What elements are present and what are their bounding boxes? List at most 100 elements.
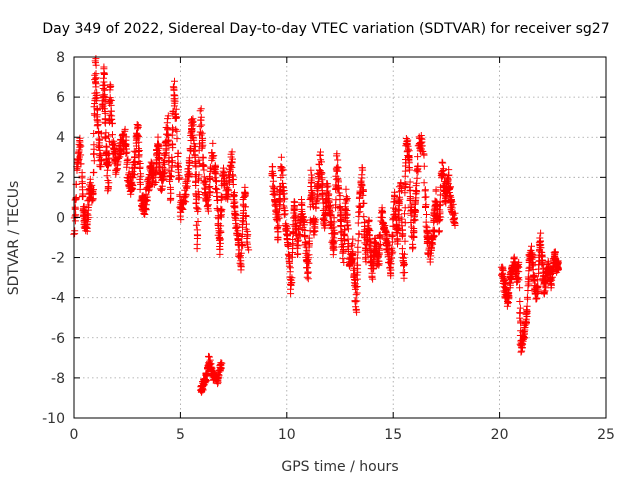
chart-title: Day 349 of 2022, Sidereal Day-to-day VTE… (42, 21, 609, 37)
data-point (137, 170, 144, 178)
data-point (378, 214, 386, 222)
data-point (295, 230, 303, 238)
data-point (228, 163, 236, 171)
data-point (214, 378, 222, 386)
data-point (202, 190, 210, 198)
data-point (135, 148, 143, 155)
data-point (375, 232, 383, 239)
data-point (197, 131, 205, 139)
data-point (352, 291, 360, 299)
data-point (79, 186, 86, 194)
data-point (202, 377, 210, 384)
data-point (499, 263, 507, 271)
data-point (360, 199, 368, 207)
data-point (393, 221, 401, 229)
data-point (395, 197, 403, 205)
data-point (337, 223, 345, 231)
data-point (154, 141, 162, 149)
data-point (516, 284, 524, 292)
data-point (172, 125, 180, 133)
data-point (299, 223, 307, 231)
data-point (340, 259, 348, 266)
data-point (510, 254, 518, 262)
data-point (360, 187, 367, 195)
data-point (174, 153, 182, 160)
data-point (294, 250, 302, 258)
data-point (407, 209, 415, 217)
data-point (334, 156, 342, 164)
data-point (341, 237, 349, 244)
data-point (284, 243, 292, 250)
data-point (298, 199, 306, 207)
data-point (237, 263, 245, 271)
data-point (88, 181, 96, 189)
data-point (324, 204, 332, 211)
data-point (298, 208, 306, 215)
data-point (375, 261, 383, 269)
data-point (430, 226, 438, 234)
data-point (386, 255, 394, 263)
data-point (515, 263, 522, 271)
data-point (530, 277, 538, 285)
data-point (100, 70, 108, 77)
data-point (210, 152, 218, 160)
data-point (90, 150, 97, 158)
data-point (198, 121, 206, 129)
data-point (234, 237, 242, 244)
data-point (307, 183, 315, 190)
data-point (194, 207, 202, 215)
data-point (334, 164, 342, 172)
data-point (436, 191, 444, 199)
data-point (540, 290, 548, 298)
y-tick-label: 8 (56, 50, 65, 66)
data-point (113, 166, 121, 174)
data-point (161, 165, 169, 173)
data-point (404, 145, 412, 153)
data-point (131, 160, 139, 168)
data-point (217, 205, 225, 213)
data-point (348, 242, 356, 250)
data-point (449, 210, 457, 218)
data-point (406, 178, 414, 186)
data-point (311, 220, 319, 228)
data-point (192, 221, 200, 229)
data-point (217, 365, 225, 373)
data-point (152, 178, 160, 186)
data-points (70, 55, 562, 396)
data-point (300, 217, 308, 225)
data-point (158, 182, 166, 190)
data-point (217, 213, 225, 221)
data-point (125, 169, 133, 177)
data-point (355, 194, 363, 202)
data-point (422, 222, 430, 230)
data-point (395, 201, 403, 209)
data-point (167, 189, 175, 197)
data-point (285, 262, 293, 270)
data-point (323, 183, 331, 191)
data-point (279, 180, 287, 187)
data-point (288, 274, 296, 282)
data-point (166, 183, 174, 191)
data-point (278, 164, 286, 172)
data-point (178, 199, 186, 207)
data-point (193, 204, 201, 212)
data-point (205, 353, 213, 361)
data-point (79, 192, 87, 200)
data-point (284, 232, 291, 240)
data-point (304, 275, 312, 283)
data-point (109, 131, 116, 139)
data-point (275, 222, 283, 230)
data-point (330, 223, 338, 231)
data-point (169, 126, 177, 134)
data-point (90, 157, 98, 165)
data-point (195, 191, 203, 198)
data-point (412, 208, 420, 216)
data-point (500, 279, 508, 287)
data-point (409, 233, 417, 241)
data-point (378, 209, 386, 217)
data-point (127, 190, 135, 198)
data-point (410, 227, 418, 235)
data-point (342, 185, 350, 193)
data-point (379, 220, 387, 228)
data-point (522, 317, 530, 325)
